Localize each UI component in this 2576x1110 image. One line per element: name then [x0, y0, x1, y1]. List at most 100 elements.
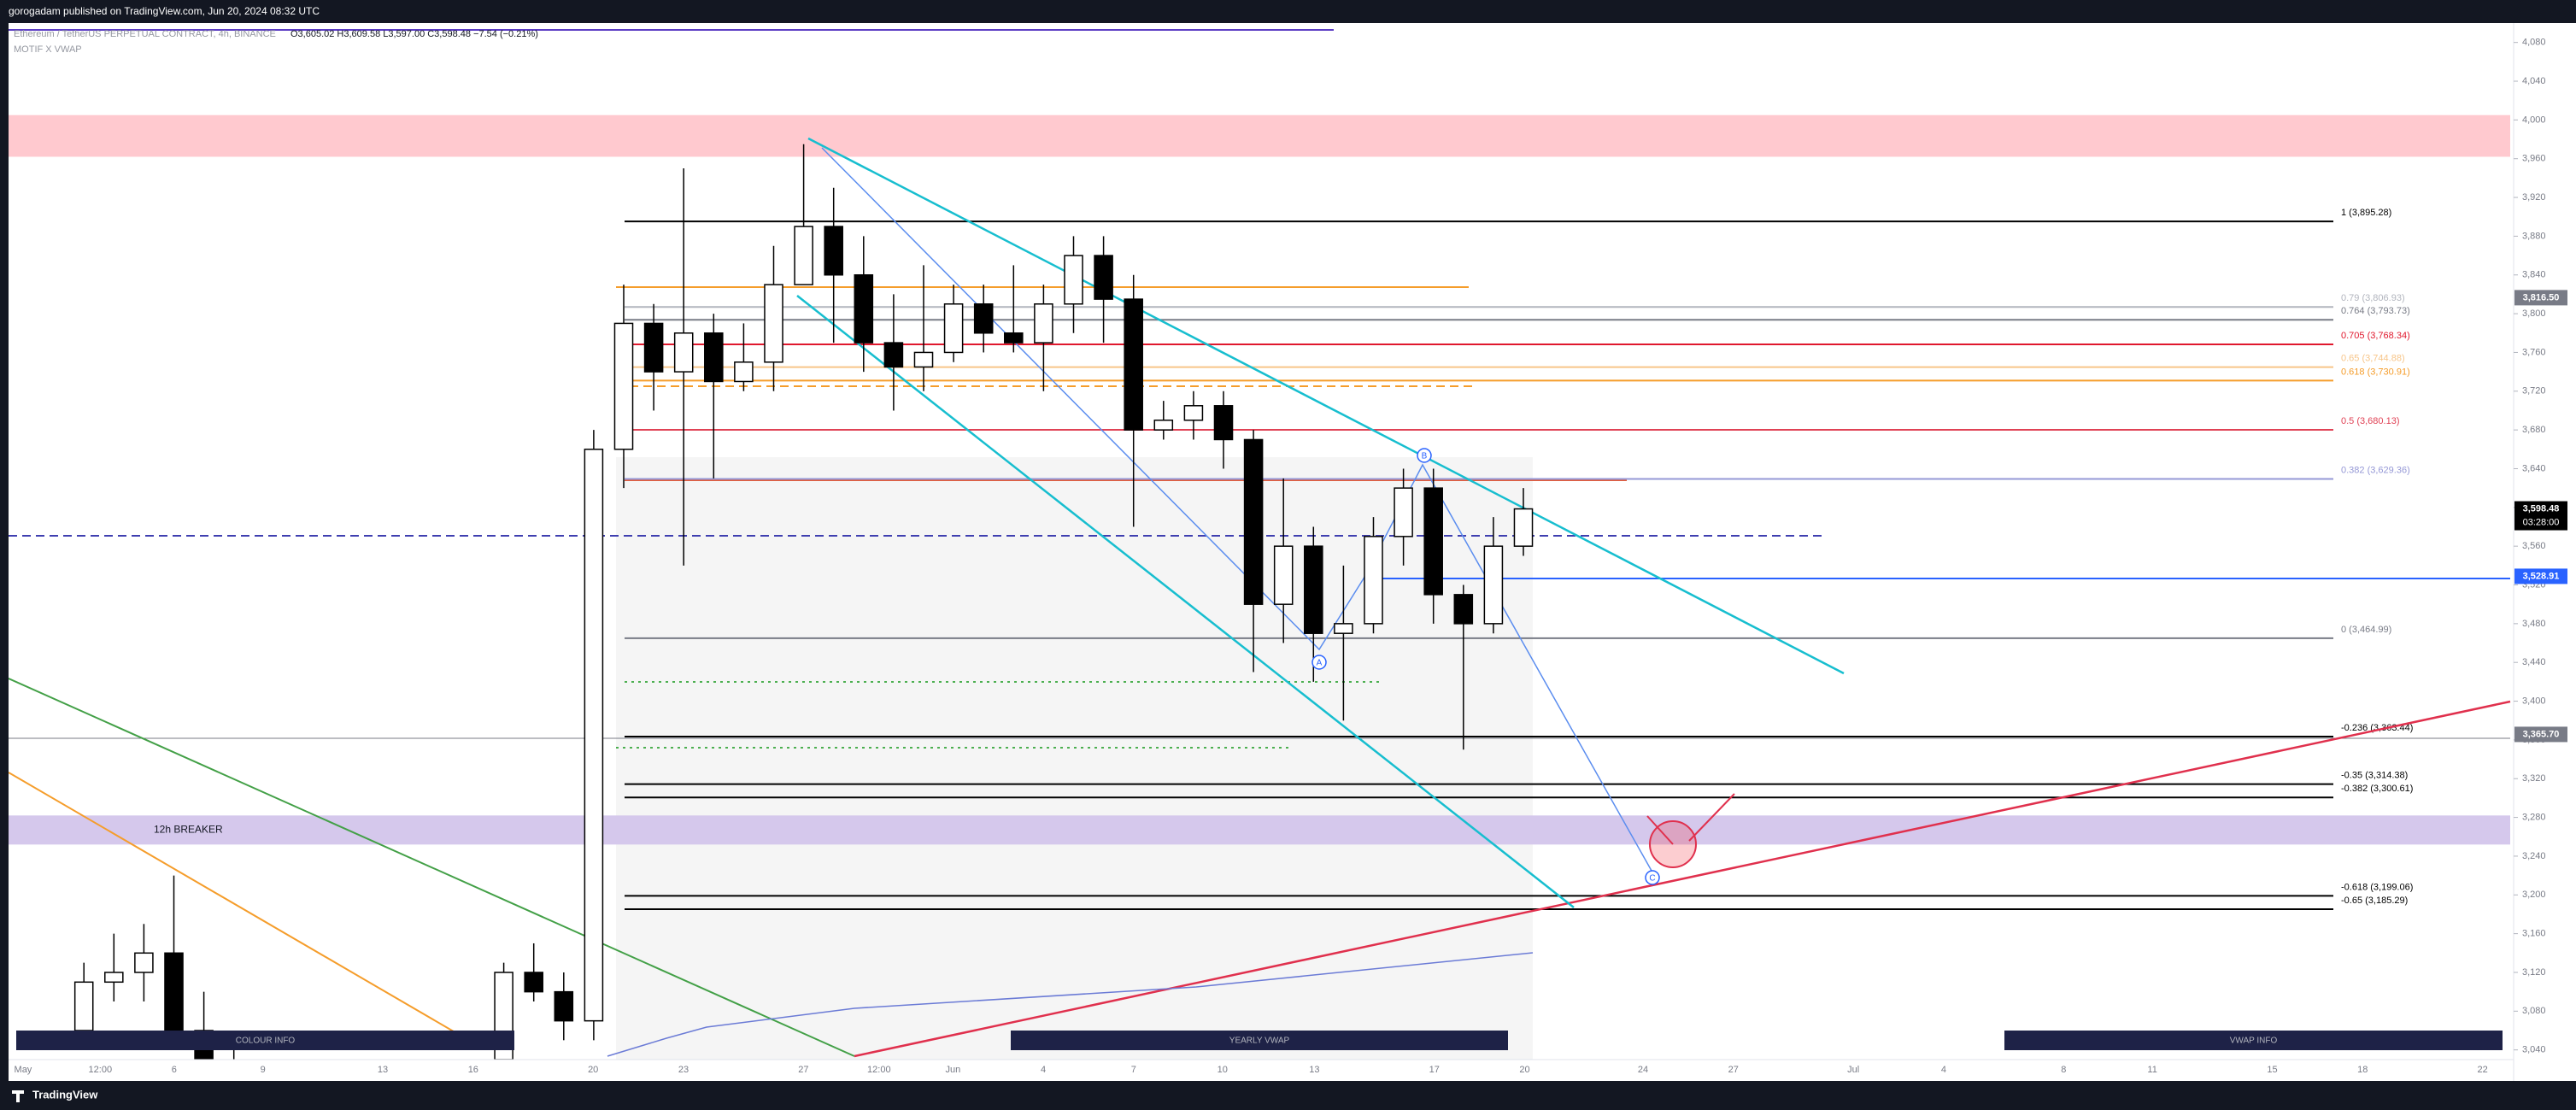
logo — [12, 1090, 24, 1102]
candle-body — [1453, 594, 1474, 625]
x-tick-label: 22 — [2478, 1065, 2488, 1075]
x-tick-label: 9 — [261, 1065, 266, 1075]
price-badge-label: 3,365.70 — [2523, 729, 2560, 739]
publisher: gorogadam published on TradingView.com, … — [9, 5, 320, 17]
y-tick-label: 3,120 — [2522, 967, 2546, 978]
candle-body — [1034, 303, 1053, 344]
y-tick-label: 3,480 — [2522, 619, 2546, 629]
price-badge-label: 3,528.91 — [2523, 571, 2560, 581]
x-tick-label: 12:00 — [89, 1065, 113, 1075]
candle-body — [584, 449, 604, 1022]
y-tick-label: 3,560 — [2522, 541, 2546, 551]
candle-body — [1423, 487, 1443, 596]
fib-label: -0.35 (3,314.38) — [2341, 771, 2408, 781]
x-tick-label: 27 — [1728, 1065, 1739, 1075]
candle-body — [794, 226, 813, 285]
info-box-label: VWAP INFO — [2230, 1037, 2278, 1046]
candle-body — [1483, 545, 1504, 625]
fib-label: 0.382 (3,629.36) — [2341, 465, 2410, 475]
y-tick-label: 3,640 — [2522, 463, 2546, 473]
fib-label: 0.705 (3,768.34) — [2341, 331, 2410, 341]
x-tick-label: May — [15, 1065, 32, 1075]
candle-body — [883, 342, 904, 368]
zones: 12h BREAKER — [9, 115, 2510, 845]
fib-label: 0.79 (3,806.93) — [2341, 293, 2405, 303]
channel-line — [796, 295, 1575, 908]
candle-body — [1513, 508, 1534, 547]
candle-body — [524, 972, 543, 993]
price-badge — [2514, 568, 2567, 584]
y-tick-label: 3,920 — [2522, 192, 2546, 203]
x-tick-label: 4 — [1941, 1065, 1946, 1075]
price-badge-sub: 03:28:00 — [2523, 517, 2560, 527]
candle-body — [973, 303, 994, 334]
pattern-label: A — [1317, 659, 1323, 668]
candle-body — [1304, 545, 1323, 634]
y-tick-label: 3,040 — [2522, 1045, 2546, 1055]
candles — [73, 144, 1534, 1060]
x-tick-label: 27 — [798, 1065, 808, 1075]
candle-body — [913, 351, 934, 368]
fib-label: 0.618 (3,730.91) — [2341, 367, 2410, 377]
x-tick-label: 13 — [378, 1065, 388, 1075]
info-box — [2004, 1031, 2503, 1050]
y-tick-label: 3,200 — [2522, 890, 2546, 900]
candle-body — [824, 226, 843, 276]
y-tick-label: 3,160 — [2522, 929, 2546, 939]
brand: TradingView — [32, 1088, 98, 1101]
candle-body — [673, 332, 694, 373]
x-tick-label: Jun — [945, 1065, 960, 1075]
y-tick-label: 3,280 — [2522, 812, 2546, 822]
indicator-name: MOTIF X VWAP — [14, 44, 82, 55]
candle-body — [1153, 420, 1174, 431]
candle-body — [1273, 545, 1294, 605]
x-tick-label: 18 — [2357, 1065, 2368, 1075]
trendline — [854, 700, 2511, 1058]
candle-body — [134, 952, 154, 973]
bottom-bar — [0, 1081, 2576, 1110]
candle-body — [1243, 438, 1264, 605]
fib-label: 0.764 (3,793.73) — [2341, 306, 2410, 316]
zone-label: 12h BREAKER — [154, 823, 223, 835]
vwap-line — [607, 952, 1534, 1057]
y-tick-label: 3,840 — [2522, 270, 2546, 280]
fib-levels: 1 (3,895.28) 0.79 (3,806.93) 0.764 (3,793.… — [625, 208, 2413, 910]
info-box — [16, 1031, 514, 1050]
zone — [9, 815, 2510, 845]
candle-body — [943, 303, 964, 354]
fib-label: 0.5 (3,680.13) — [2341, 416, 2400, 426]
price-badge — [2514, 501, 2567, 531]
pattern-label: B — [1422, 452, 1428, 461]
fib-label: 1 (3,895.28) — [2341, 208, 2391, 218]
x-tick-label: 11 — [2147, 1065, 2156, 1075]
ohlc: O3,605.02 H3,609.58 L3,597.00 C3,598.48 … — [290, 29, 538, 39]
price-axis-bg — [2514, 23, 2576, 1081]
y-tick-label: 3,320 — [2522, 773, 2546, 784]
y-tick-label: 4,040 — [2522, 76, 2546, 86]
fib-label: -0.382 (3,300.61) — [2341, 784, 2413, 794]
y-tick-label: 4,000 — [2522, 115, 2546, 125]
candle-body — [1094, 255, 1113, 300]
fib-label: 0.65 (3,744.88) — [2341, 353, 2405, 363]
info-box-label: YEARLY VWAP — [1229, 1037, 1290, 1046]
x-tick-label: 23 — [678, 1065, 689, 1075]
x-tick-label: 24 — [1638, 1065, 1648, 1075]
candle-body — [1334, 623, 1353, 634]
candle-body — [104, 972, 124, 984]
x-tick-label: 4 — [1041, 1065, 1046, 1075]
x-tick-label: 12:00 — [867, 1065, 891, 1075]
y-tick-label: 3,440 — [2522, 657, 2546, 667]
price-badge — [2514, 726, 2567, 743]
x-tick-label: 20 — [588, 1065, 598, 1075]
y-tick-label: 3,880 — [2522, 231, 2546, 241]
pattern-label: C — [1649, 874, 1655, 884]
candle-body — [764, 284, 783, 363]
symbol-title: Ethereum / TetherUS PERPETUAL CONTRACT, … — [14, 29, 276, 39]
x-tick-label: 13 — [1309, 1065, 1319, 1075]
shade — [616, 457, 1533, 1060]
fib-label: -0.65 (3,185.29) — [2341, 896, 2408, 906]
arrow — [1688, 793, 1735, 842]
fib-label: -0.618 (3,199.06) — [2341, 882, 2413, 892]
x-tick-label: 8 — [2061, 1065, 2066, 1075]
